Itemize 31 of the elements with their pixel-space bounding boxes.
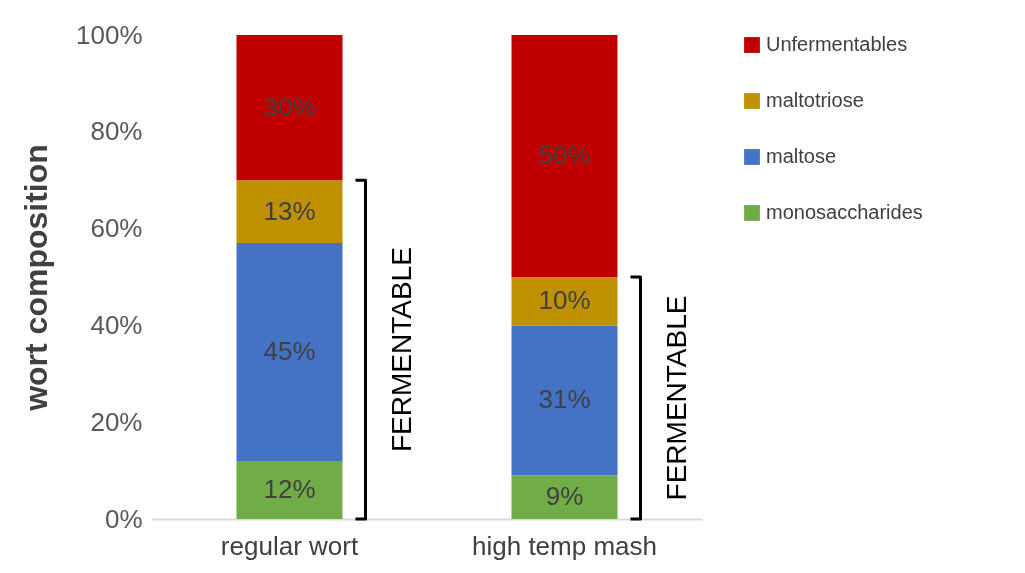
bar (236, 35, 343, 181)
annotation: FERMENTABLE (660, 295, 692, 501)
bar (236, 243, 343, 461)
y-tick-label: 40% (90, 309, 143, 340)
y-tick-label: 80% (90, 116, 143, 147)
data-label: 10% (538, 285, 591, 316)
data-label: 9% (545, 481, 584, 512)
bar (236, 460, 343, 519)
y-tick-label: 60% (90, 213, 143, 244)
y-tick-label: 100% (76, 19, 143, 50)
data-label: 50% (538, 140, 591, 170)
data-label: 30% (263, 91, 316, 122)
y-axis-title: wort composition (18, 144, 54, 412)
legend-label: Unfermentables (766, 33, 908, 55)
bar (511, 325, 618, 476)
bar (236, 180, 343, 244)
data-label: 45% (263, 336, 316, 367)
data-label: 12% (263, 473, 316, 504)
x-tick-label: regular wort (220, 530, 359, 561)
legend-label: maltose (766, 145, 837, 167)
legend-label: maltotriose (766, 89, 864, 111)
data-label: 31% (538, 384, 591, 415)
annotation: FERMENTABLE (385, 247, 417, 453)
bar (511, 475, 618, 519)
bar (511, 277, 618, 326)
data-label: 13% (263, 195, 316, 226)
y-tick-label: 0% (104, 503, 143, 534)
y-tick-label: 20% (90, 406, 143, 437)
bar (511, 35, 618, 277)
x-tick-label: high temp mash (472, 530, 657, 561)
legend-label: monosaccharides (766, 201, 923, 223)
